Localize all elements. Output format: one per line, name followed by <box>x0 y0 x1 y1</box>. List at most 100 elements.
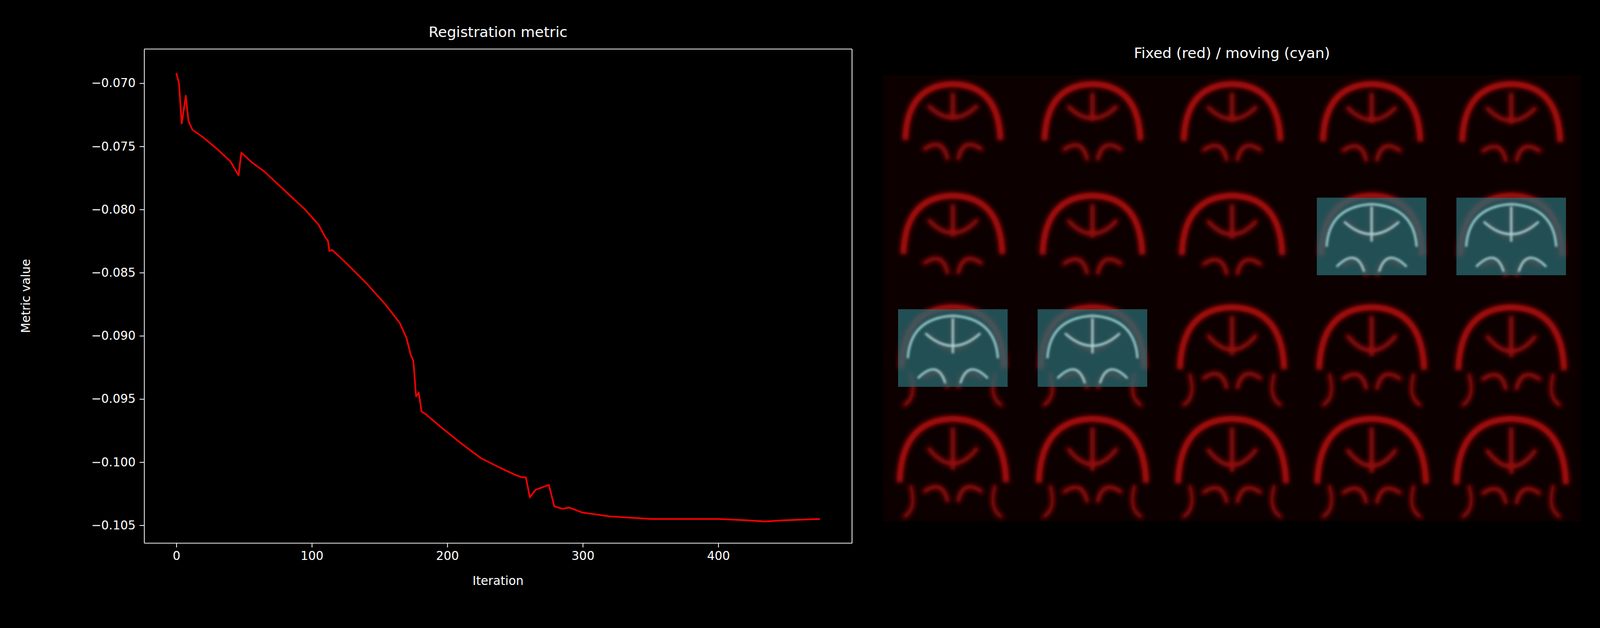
lower-structure <box>1321 484 1422 518</box>
tick-label: 0 <box>172 548 181 563</box>
fixed-image <box>1461 84 1560 163</box>
slice-tile <box>1022 186 1163 299</box>
moving-extent <box>898 309 1008 387</box>
tile-background <box>1022 298 1163 410</box>
tick-mark <box>139 209 145 211</box>
slice-tile <box>1162 75 1302 187</box>
slice-tile <box>1301 409 1442 522</box>
tile-background <box>1441 75 1581 187</box>
fixed-image <box>905 84 1001 161</box>
line-panel: 0100200300400−0.105−0.100−0.095−0.090−0.… <box>19 23 853 588</box>
tile-background <box>1162 298 1302 410</box>
lower-structure <box>1042 484 1143 518</box>
slice-tile <box>1162 186 1302 299</box>
axis-line <box>144 542 853 544</box>
lower-structure <box>1461 484 1562 518</box>
spine-top <box>144 48 853 50</box>
fixed-image <box>1319 307 1425 406</box>
slice-tile <box>1022 409 1163 522</box>
tick: 200 <box>436 542 460 563</box>
moving-structure <box>1326 204 1417 272</box>
tile-background <box>1022 186 1163 299</box>
tick-label: −0.080 <box>91 202 136 217</box>
moving-structure <box>1466 204 1557 272</box>
inner-structure <box>1341 92 1402 162</box>
tile-background <box>1162 186 1302 299</box>
tick: 0 <box>172 542 181 563</box>
tick-mark <box>176 542 178 548</box>
title: Fixed (red) / moving (cyan) <box>1134 44 1331 62</box>
fixed-image <box>1317 418 1426 518</box>
slice-tile <box>1441 75 1581 187</box>
tick-label: −0.100 <box>91 455 136 470</box>
slice-tile <box>883 186 1023 299</box>
tick: 300 <box>571 542 595 563</box>
moving-extent <box>1456 197 1566 276</box>
lower-structure <box>903 484 1004 518</box>
inner-structure <box>923 92 984 161</box>
slice-tile <box>883 409 1023 522</box>
inner-structure <box>1481 315 1542 391</box>
inner-structure <box>1062 204 1123 275</box>
moving-image <box>898 309 1008 387</box>
tick-label: 400 <box>706 548 730 563</box>
tile-background <box>883 298 1023 410</box>
tick: −0.095 <box>91 391 145 406</box>
fixed-image <box>1042 195 1143 275</box>
tick: 100 <box>300 542 324 563</box>
moving-extent <box>1037 309 1148 387</box>
slice-tile <box>1441 186 1581 299</box>
tick-label: −0.090 <box>91 328 136 343</box>
slice-tile <box>1162 409 1302 522</box>
inner-structure <box>1202 204 1263 276</box>
y-axis-title: Metric value <box>19 259 34 334</box>
fixed-image <box>1044 84 1141 161</box>
fixed-image <box>1179 307 1284 406</box>
slice-tile <box>1301 75 1442 187</box>
x-axis-title: Iteration <box>472 573 524 588</box>
tile-background <box>1022 409 1163 522</box>
tile-background <box>883 75 1023 187</box>
inner-structure <box>923 427 984 503</box>
tile-background <box>1301 409 1442 522</box>
tick-mark <box>139 83 145 85</box>
lower-structure <box>1182 484 1283 518</box>
tick: −0.085 <box>91 265 145 280</box>
spine-right <box>851 49 853 543</box>
tile-background <box>1162 409 1302 522</box>
slice-tile <box>883 298 1023 410</box>
slice-tile <box>1022 298 1163 410</box>
inner-structure <box>1062 92 1123 161</box>
slice-tile <box>883 75 1023 187</box>
fixed-image <box>1458 307 1564 406</box>
inner-structure <box>1202 92 1263 162</box>
tile-background <box>1441 409 1581 522</box>
inner-structure <box>923 204 984 275</box>
tile-background <box>883 186 1023 299</box>
tick: −0.070 <box>91 76 145 91</box>
slice-tile <box>1162 298 1302 410</box>
tile-background <box>1441 298 1581 410</box>
inner-structure <box>1062 427 1123 503</box>
inner-structure <box>1481 92 1542 163</box>
fixed-image <box>1183 84 1281 162</box>
axis-line <box>144 49 146 544</box>
tick-mark <box>139 335 145 337</box>
tick: 400 <box>706 542 730 563</box>
fixed-image <box>1178 418 1287 518</box>
tick: −0.075 <box>91 139 145 154</box>
tick-label: 200 <box>436 548 460 563</box>
tick-mark <box>139 146 145 148</box>
lower-structure <box>1461 373 1562 406</box>
lower-structure <box>1182 373 1283 406</box>
tick-mark <box>139 398 145 400</box>
y-axis: −0.105−0.100−0.095−0.090−0.085−0.080−0.0… <box>91 49 145 544</box>
plot-area <box>176 73 820 522</box>
tick-mark <box>717 542 719 548</box>
tick: −0.090 <box>91 328 145 343</box>
slice-tile <box>1301 186 1442 299</box>
tile-background <box>1301 186 1442 299</box>
title: Registration metric <box>428 23 568 41</box>
tile-background <box>1301 75 1442 187</box>
tick: −0.100 <box>91 455 145 470</box>
